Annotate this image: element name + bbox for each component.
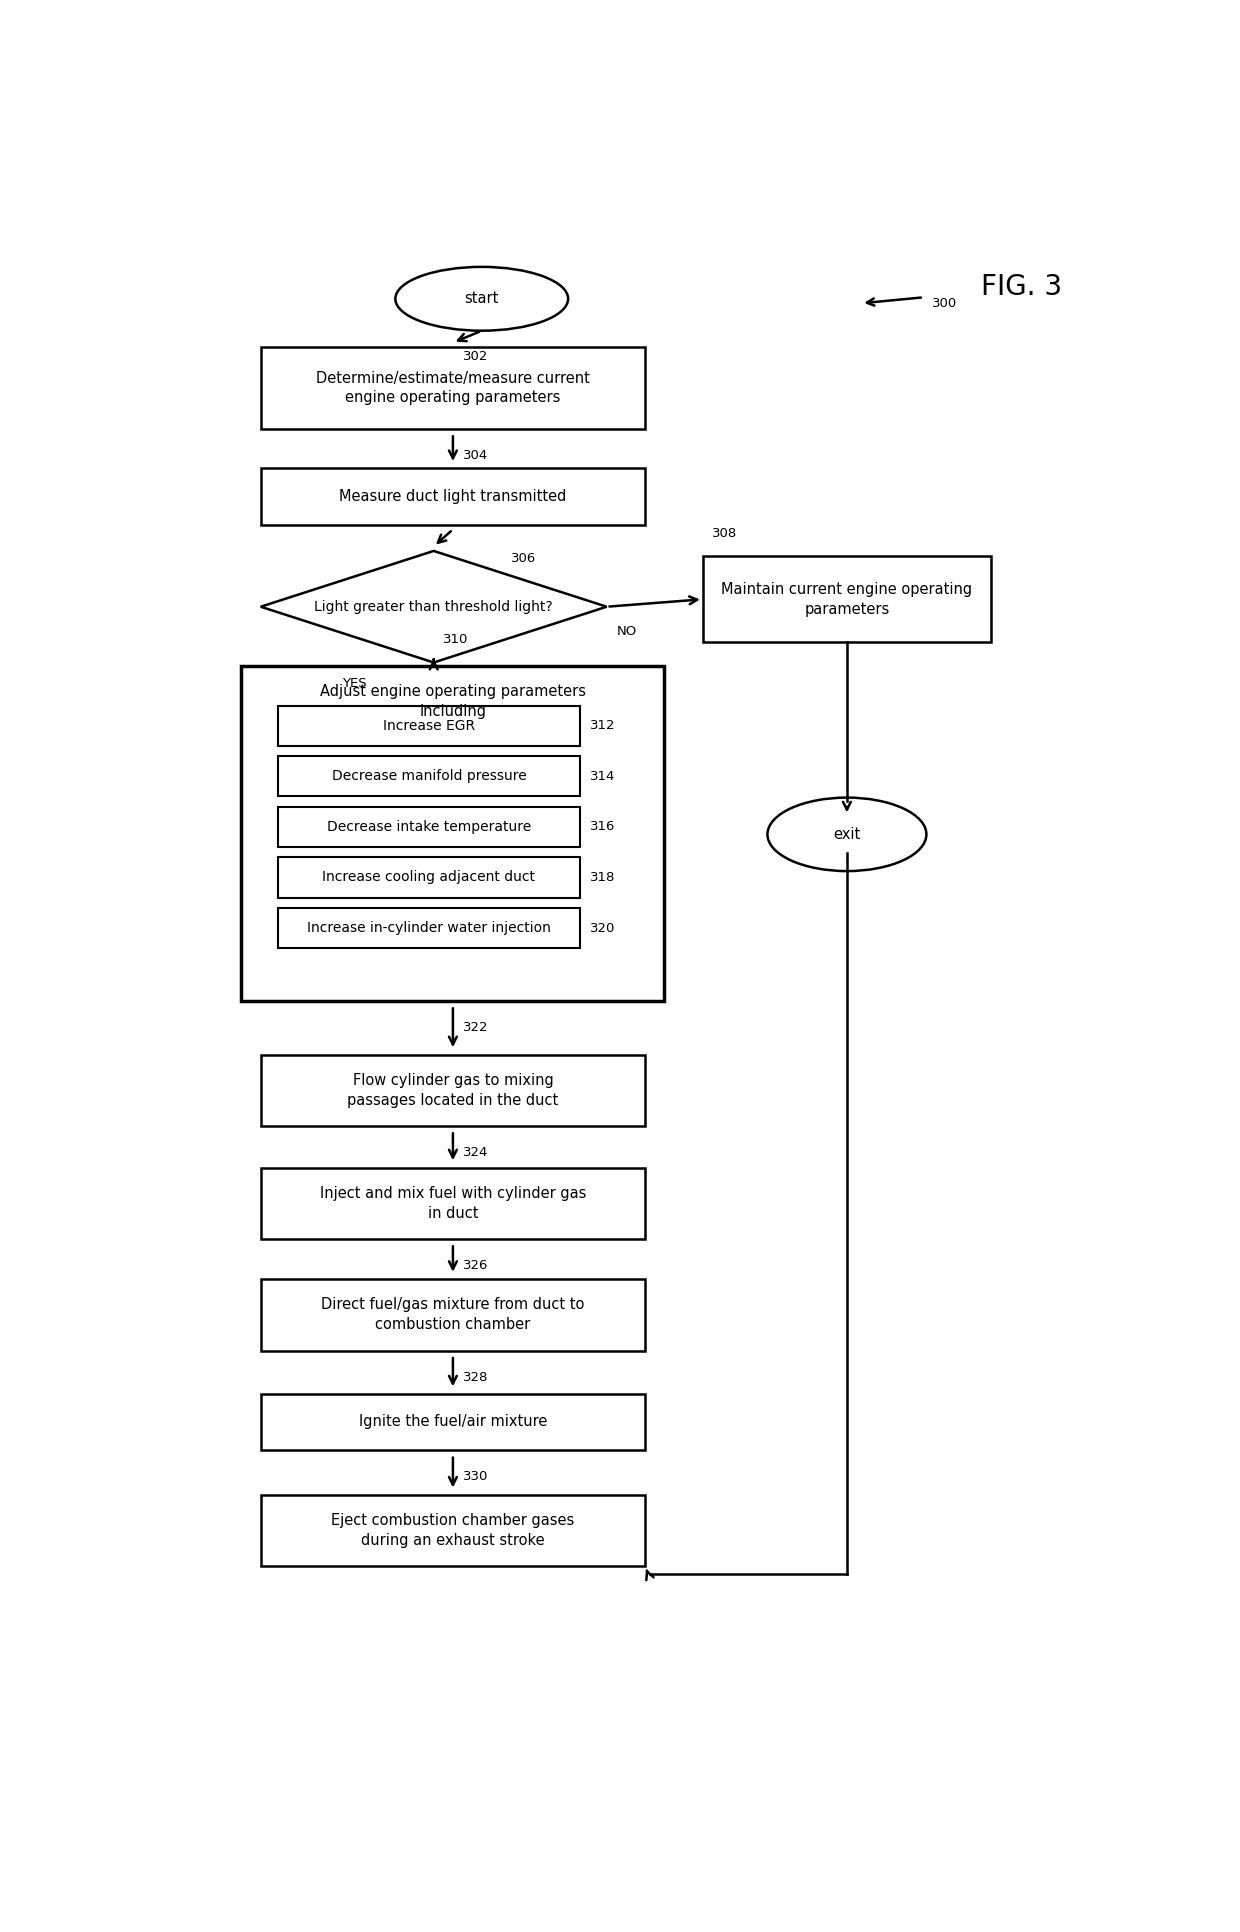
- Text: Light greater than threshold light?: Light greater than threshold light?: [315, 599, 553, 614]
- Bar: [260, 1055, 645, 1126]
- Text: Eject combustion chamber gases
during an exhaust stroke: Eject combustion chamber gases during an…: [331, 1513, 574, 1548]
- Text: 312: 312: [590, 719, 615, 732]
- Text: 308: 308: [712, 527, 738, 541]
- Text: FIG. 3: FIG. 3: [982, 272, 1063, 301]
- Bar: [278, 808, 580, 846]
- Text: Increase in-cylinder water injection: Increase in-cylinder water injection: [308, 922, 551, 935]
- Bar: [260, 1279, 645, 1350]
- Ellipse shape: [396, 267, 568, 330]
- Bar: [278, 908, 580, 949]
- Text: Inject and mix fuel with cylinder gas
in duct: Inject and mix fuel with cylinder gas in…: [320, 1186, 587, 1221]
- Bar: [703, 556, 991, 643]
- Text: Direct fuel/gas mixture from duct to
combustion chamber: Direct fuel/gas mixture from duct to com…: [321, 1298, 584, 1333]
- Text: 330: 330: [463, 1470, 487, 1484]
- Text: 320: 320: [590, 922, 615, 935]
- Text: Increase cooling adjacent duct: Increase cooling adjacent duct: [322, 871, 536, 885]
- Text: 314: 314: [590, 769, 615, 782]
- Ellipse shape: [768, 798, 926, 871]
- Bar: [260, 1393, 645, 1451]
- Bar: [260, 348, 645, 429]
- Text: Decrease manifold pressure: Decrease manifold pressure: [331, 769, 526, 782]
- Text: Ignite the fuel/air mixture: Ignite the fuel/air mixture: [358, 1414, 547, 1430]
- Text: 304: 304: [463, 450, 487, 462]
- Text: 328: 328: [463, 1372, 487, 1383]
- Text: 316: 316: [590, 821, 615, 833]
- Text: 300: 300: [931, 298, 957, 309]
- Text: 322: 322: [463, 1022, 489, 1034]
- Bar: [260, 1495, 645, 1567]
- Text: NO: NO: [616, 624, 636, 638]
- Text: Flow cylinder gas to mixing
passages located in the duct: Flow cylinder gas to mixing passages loc…: [347, 1072, 558, 1107]
- Text: YES: YES: [342, 678, 367, 690]
- Text: exit: exit: [833, 827, 861, 842]
- Text: Measure duct light transmitted: Measure duct light transmitted: [340, 489, 567, 504]
- Bar: [278, 755, 580, 796]
- Text: 318: 318: [590, 871, 615, 885]
- Text: Decrease intake temperature: Decrease intake temperature: [327, 819, 531, 835]
- Text: Adjust engine operating parameters
including: Adjust engine operating parameters inclu…: [320, 684, 587, 719]
- Text: Increase EGR: Increase EGR: [383, 719, 475, 732]
- Polygon shape: [260, 551, 606, 663]
- Text: 324: 324: [463, 1146, 487, 1159]
- Text: 306: 306: [511, 553, 536, 564]
- Text: Determine/estimate/measure current
engine operating parameters: Determine/estimate/measure current engin…: [316, 371, 590, 406]
- Text: 326: 326: [463, 1260, 487, 1273]
- Text: Maintain current engine operating
parameters: Maintain current engine operating parame…: [722, 582, 972, 616]
- Text: start: start: [465, 292, 498, 307]
- Bar: [242, 667, 665, 1001]
- Bar: [278, 858, 580, 898]
- Bar: [260, 468, 645, 526]
- Bar: [278, 705, 580, 746]
- Text: 310: 310: [444, 634, 469, 645]
- Bar: [260, 1167, 645, 1238]
- Text: 302: 302: [463, 350, 487, 363]
